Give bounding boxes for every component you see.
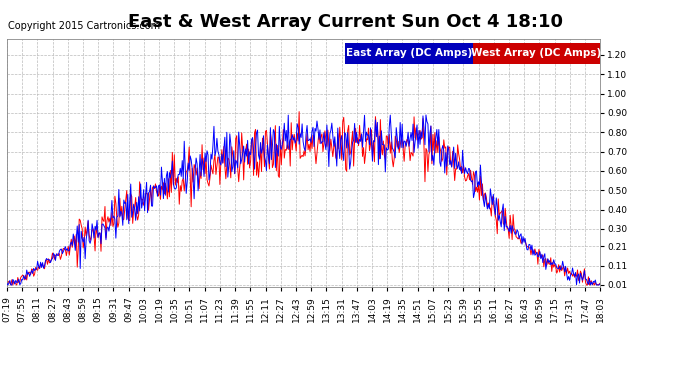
Text: Copyright 2015 Cartronics.com: Copyright 2015 Cartronics.com — [8, 21, 160, 31]
Text: East Array (DC Amps): East Array (DC Amps) — [346, 48, 472, 58]
Text: West Array (DC Amps): West Array (DC Amps) — [471, 48, 602, 58]
Text: East & West Array Current Sun Oct 4 18:10: East & West Array Current Sun Oct 4 18:1… — [128, 13, 562, 31]
